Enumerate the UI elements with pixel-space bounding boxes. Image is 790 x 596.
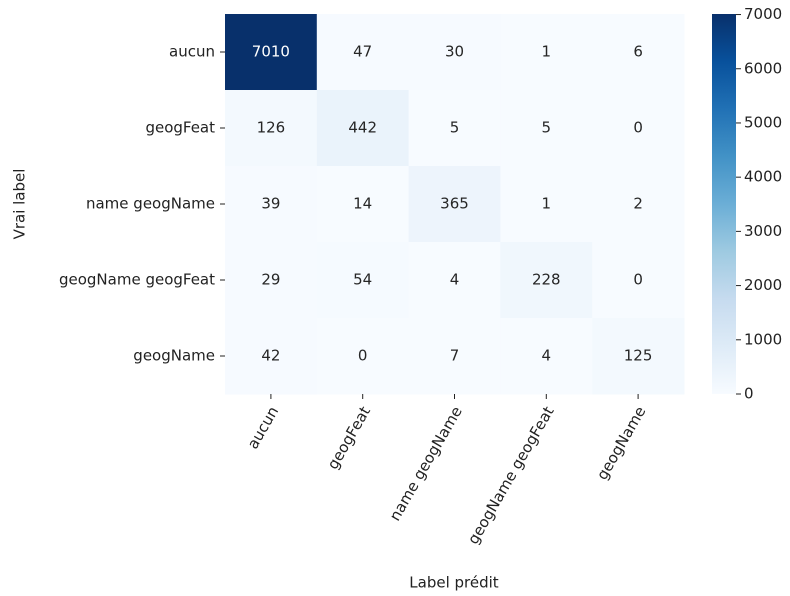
heatmap-cell [500,90,593,167]
heatmap-cell [225,318,318,395]
cell-label: 4 [542,347,552,365]
cell-label: 5 [542,119,552,137]
cell-label: 6 [633,43,643,61]
colorbar-tick-label: 0 [744,385,754,403]
cell-label: 54 [353,271,372,289]
heatmap-cell [500,166,593,243]
cell-label: 2 [633,195,643,213]
x-tick-label: aucun [244,403,283,452]
heatmap-cell [316,318,410,395]
heatmap-cell [225,14,318,91]
y-tick-label: name geogName [86,195,215,213]
heatmap-cell [408,14,501,91]
y-tick-label: geogName [133,347,215,365]
colorbar [712,14,736,394]
cell-label: 47 [353,43,372,61]
cell-label: 4 [450,271,460,289]
heatmap-cell [316,14,410,91]
cell-label: 365 [440,195,469,213]
colorbar-tick-label: 7000 [744,5,782,23]
cell-label: 7 [450,347,460,365]
cell-label: 30 [445,43,464,61]
heatmap-cell [500,242,593,319]
heatmap-cell [500,14,593,91]
cell-label: 1 [542,43,552,61]
x-tick-label: name geogName [386,403,466,524]
x-tick-label: geogFeat [324,403,374,472]
heatmap-cell [592,318,685,395]
y-axis-label: Vrai label [11,169,29,240]
cell-label: 1 [542,195,552,213]
cell-label: 7010 [252,43,290,61]
heatmap-cell [316,166,410,243]
cell-label: 0 [633,271,643,289]
cell-label: 14 [353,195,372,213]
cell-label: 0 [633,119,643,137]
heatmap-cell [408,90,501,167]
heatmap-cell [408,318,501,395]
heatmap-cell [225,166,318,243]
y-tick-label: geogFeat [145,119,215,137]
heatmap-cell [316,242,410,319]
heatmap-cell [225,242,318,319]
colorbar-tick-label: 1000 [744,330,782,348]
x-axis-label: Label prédit [409,574,499,592]
heatmap-cell [592,242,685,319]
cell-label: 228 [532,271,561,289]
colorbar-tick-label: 5000 [744,113,782,131]
heatmap-cell [408,242,501,319]
cell-label: 29 [261,271,280,289]
heatmap-cell [316,90,410,167]
colorbar-tick-label: 6000 [744,59,782,77]
heatmap-cell [408,166,501,243]
heatmap-cell [225,90,318,167]
colorbar-tick-label: 4000 [744,168,782,186]
cell-label: 42 [261,347,280,365]
heatmap-cell [592,90,685,167]
cell-label: 125 [624,347,653,365]
cell-label: 126 [257,119,286,137]
x-tick-label: geogName [593,403,649,483]
colorbar-tick-label: 3000 [744,222,782,240]
colorbar-tick-label: 2000 [744,276,782,294]
y-tick-label: aucun [169,43,215,61]
heatmap-cell [592,14,685,91]
heatmap-cell [500,318,593,395]
x-tick-label: geogName geogFeat [464,403,558,547]
cell-label: 442 [348,119,377,137]
cell-label: 0 [358,347,368,365]
heatmap-cell [592,166,685,243]
cell-label: 5 [450,119,460,137]
y-tick-label: geogName geogFeat [59,271,215,289]
cell-label: 39 [261,195,280,213]
